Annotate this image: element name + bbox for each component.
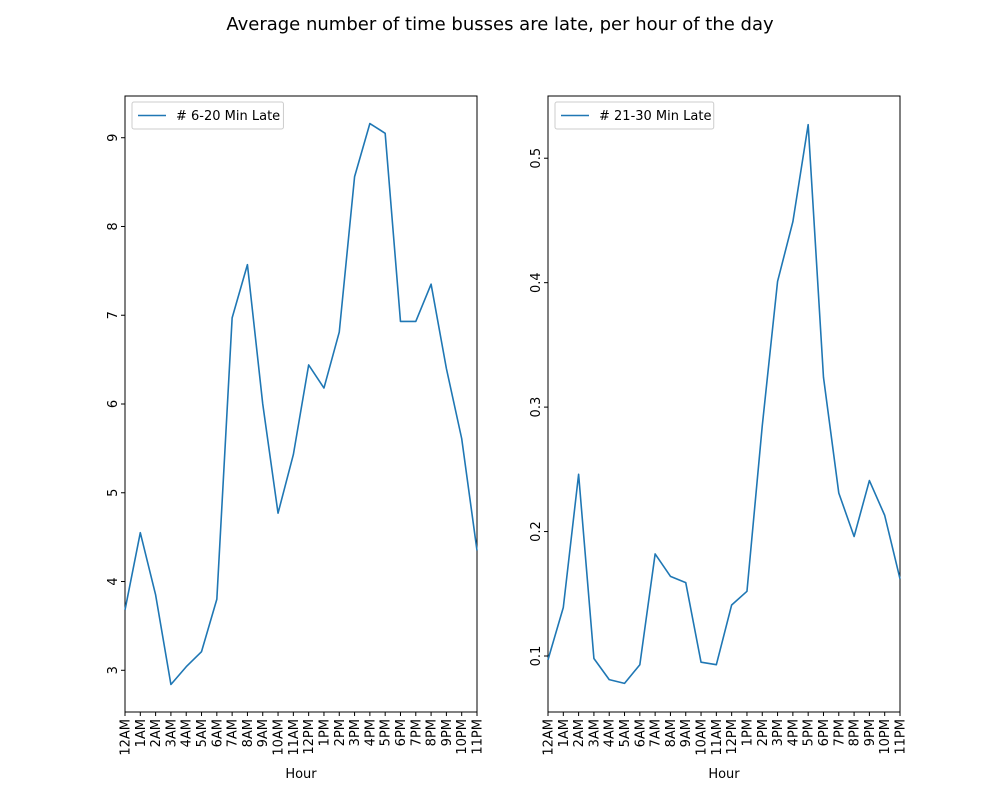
right-x-tick-label: 1AM [557,719,572,747]
left-x-tick-label: 3PM [348,719,363,746]
right-x-tick-label: 5PM [802,719,817,746]
right-panel: 12AM 1AM 2AM 3AM 4AM 5AM 6AM 7AM 8AM 9AM 10AM 11AM 1… [529,95,909,782]
right-x-tick-label: 4PM [786,719,801,746]
right-x-tick-label: 6PM [817,719,832,746]
left-x-tick-label: 6AM [210,719,225,747]
left-x-tick-label: 11AM [287,719,302,756]
left-y-tick-label: 3 [106,666,121,674]
left-x-tick-label: 8AM [241,719,256,747]
right-x-tick-label: 10PM [878,719,893,755]
left-x-tick-label: 1PM [317,719,332,746]
left-x-tick-label: 2PM [333,719,348,746]
right-x-tick-label: 2AM [572,719,587,747]
right-y-tick-label: 0.3 [529,397,544,418]
right-x-tick-label: 8AM [664,719,679,747]
right-x-tick-label: 6AM [633,719,648,747]
left-y-tick-label: 6 [106,400,121,408]
right-y-tick-label: 0.5 [529,148,544,169]
left-y-tick-label: 8 [106,222,121,230]
left-series-line-0 [124,122,478,686]
left-x-tick-label: 9AM [256,719,271,747]
right-x-tick-label: 7PM [832,719,847,746]
left-x-tick-label: 5AM [195,719,210,747]
figure-title: Average number of time busses are late, … [226,14,774,35]
left-y-tick-label: 9 [106,134,121,142]
left-x-tick-label: 10AM [272,719,287,756]
left-x-tick-label: 7PM [409,719,424,746]
right-x-axis-label: Hour [708,767,740,782]
right-legend-label: # 21-30 Min Late [599,109,711,124]
left-x-tick-label: 11PM [471,719,486,755]
left-x-tick-label: 1AM [134,719,149,747]
left-legend-label: # 6-20 Min Late [176,109,280,124]
right-x-tick-label: 12PM [725,719,740,755]
left-legend-box [131,101,284,130]
left-x-tick-label: 4AM [180,719,195,747]
left-x-tick-label: 12PM [302,719,317,755]
right-x-tick-label: 7AM [649,719,664,747]
left-x-tick-label: 4PM [363,719,378,746]
left-x-tick-label: 7AM [226,719,241,747]
left-y-tick-label: 5 [106,489,121,497]
right-x-tick-label: 3PM [771,719,786,746]
left-x-tick-label: 10PM [455,719,470,755]
right-x-tick-label: 9AM [679,719,694,747]
right-x-tick-label: 9PM [863,719,878,746]
right-x-tick-label: 10AM [695,719,710,756]
right-x-tick-label: 2PM [756,719,771,746]
right-x-tick-label: 1PM [740,719,755,746]
right-x-tick-label: 11PM [894,719,909,755]
right-y-tick-label: 0.1 [529,646,544,667]
left-x-tick-label: 3AM [164,719,179,747]
left-y-tick-label: 7 [106,311,121,319]
left-x-axis-label: Hour [285,767,317,782]
right-x-tick-label: 4AM [603,719,618,747]
left-x-tick-label: 8PM [425,719,440,746]
left-x-tick-label: 5PM [379,719,394,746]
left-x-tick-label: 12AM [119,719,134,756]
right-x-tick-label: 8PM [848,719,863,746]
left-panel: 12AM 1AM 2AM 3AM 4AM 5AM 6AM 7AM 8AM 9AM 10AM 11AM 1… [106,95,486,782]
right-x-tick-label: 3AM [587,719,602,747]
left-x-tick-label: 6PM [394,719,409,746]
right-x-tick-label: 5AM [618,719,633,747]
right-series-line-0 [547,123,901,685]
right-axes-frame [547,95,901,713]
left-x-tick-label: 2AM [149,719,164,747]
left-y-tick-label: 4 [106,577,121,585]
right-y-tick-label: 0.2 [529,521,544,542]
right-x-tick-label: 11AM [710,719,725,756]
right-legend-box [554,101,715,130]
left-axes-frame [124,95,478,713]
right-x-tick-label: 12AM [542,719,557,756]
right-y-tick-label: 0.4 [529,272,544,293]
left-x-tick-label: 9PM [440,719,455,746]
